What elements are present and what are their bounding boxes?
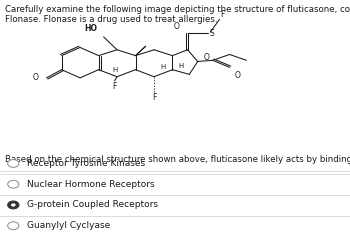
Text: H: H bbox=[178, 63, 183, 69]
Text: Based on the chemical structure shown above, fluticasone likely acts by binding : Based on the chemical structure shown ab… bbox=[5, 155, 350, 164]
Circle shape bbox=[8, 160, 19, 167]
Text: F: F bbox=[112, 81, 117, 91]
Circle shape bbox=[8, 222, 19, 230]
Circle shape bbox=[8, 180, 19, 188]
Text: Receptor Tyrosine Kinases: Receptor Tyrosine Kinases bbox=[27, 159, 145, 168]
Circle shape bbox=[11, 203, 16, 207]
Text: G-protein Coupled Receptors: G-protein Coupled Receptors bbox=[27, 201, 158, 209]
Circle shape bbox=[8, 201, 19, 209]
Text: S: S bbox=[209, 29, 214, 38]
Text: Flonase. Flonase is a drug used to treat allergies.: Flonase. Flonase is a drug used to treat… bbox=[5, 15, 217, 24]
Text: H: H bbox=[113, 67, 118, 73]
Text: O: O bbox=[204, 53, 210, 62]
Text: O: O bbox=[173, 22, 179, 31]
Text: HO: HO bbox=[84, 24, 97, 33]
Text: Nuclear Hormone Receptors: Nuclear Hormone Receptors bbox=[27, 180, 154, 189]
Text: Guanylyl Cyclyase: Guanylyl Cyclyase bbox=[27, 221, 110, 230]
Text: F: F bbox=[152, 93, 156, 102]
Text: O: O bbox=[33, 73, 39, 82]
Text: H: H bbox=[161, 64, 166, 70]
Text: Carefully examine the following image depicting the structure of fluticasone, co: Carefully examine the following image de… bbox=[5, 5, 350, 14]
Text: O: O bbox=[234, 71, 240, 80]
Text: F: F bbox=[220, 10, 225, 19]
